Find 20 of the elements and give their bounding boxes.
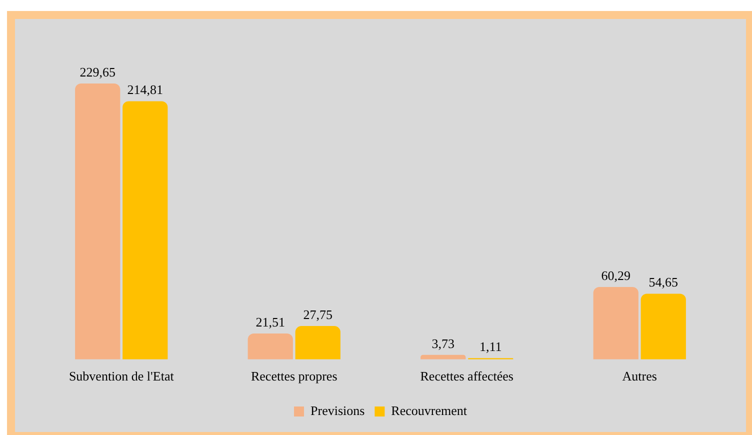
- legend-label: Previsions: [310, 402, 365, 418]
- x-tick-label: Subvention de l'Etat: [68, 368, 174, 384]
- data-label: 229,65: [80, 64, 116, 80]
- data-label: 54,65: [648, 274, 678, 290]
- x-tick-label: Recettes affectées: [420, 368, 514, 384]
- data-label: 21,51: [256, 314, 285, 330]
- data-label: 214,81: [127, 82, 164, 98]
- x-tick-label: Recettes propres: [250, 368, 338, 384]
- data-label: 27,75: [303, 306, 333, 322]
- legend-label: Recouvrement: [391, 402, 468, 418]
- bar: [248, 334, 293, 360]
- bar: [640, 294, 686, 360]
- x-tick-label: Autres: [622, 368, 657, 384]
- bar: [295, 326, 340, 360]
- bar: [75, 83, 120, 360]
- data-label: 3,73: [432, 336, 454, 351]
- bar: [593, 286, 638, 360]
- data-label: 1,11: [479, 338, 502, 354]
- data-label: 60,29: [601, 268, 630, 283]
- bar: [122, 101, 168, 360]
